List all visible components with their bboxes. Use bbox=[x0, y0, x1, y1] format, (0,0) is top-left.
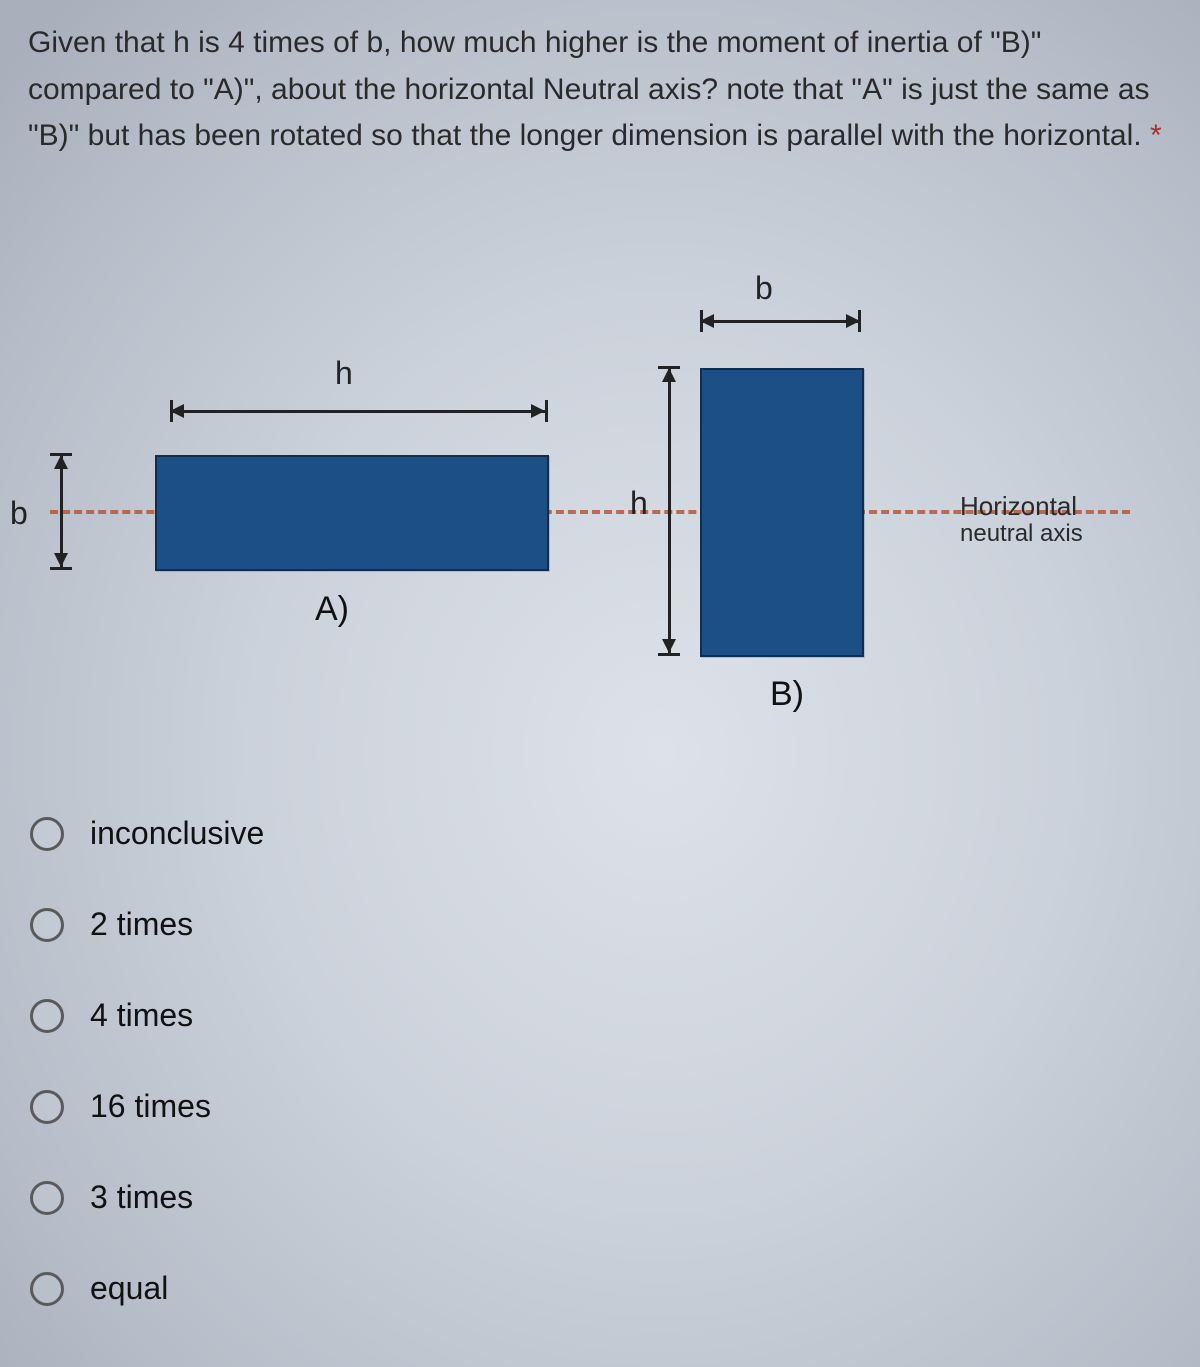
radio-icon bbox=[30, 1090, 64, 1124]
option-0[interactable]: inconclusive bbox=[30, 815, 264, 852]
neutral-axis-label-line2: neutral axis bbox=[960, 521, 1083, 547]
radio-icon bbox=[30, 1181, 64, 1215]
option-label: equal bbox=[90, 1270, 168, 1307]
question-body: Given that h is 4 times of b, how much h… bbox=[28, 26, 1150, 152]
dim-b-width-arrow-right bbox=[846, 314, 860, 328]
dim-b-width-line bbox=[700, 320, 860, 323]
radio-icon bbox=[30, 908, 64, 942]
options-list: inconclusive 2 times 4 times 16 times 3 … bbox=[30, 815, 264, 1361]
radio-icon bbox=[30, 999, 64, 1033]
option-label: 3 times bbox=[90, 1179, 193, 1216]
dim-b-width-label: b bbox=[755, 270, 773, 307]
option-3[interactable]: 16 times bbox=[30, 1088, 264, 1125]
dim-a-width-arrow-left bbox=[170, 404, 184, 418]
dim-b-height-line bbox=[668, 368, 671, 653]
dim-a-height-line bbox=[60, 455, 63, 567]
required-asterisk: * bbox=[1150, 119, 1162, 152]
neutral-axis-label-line1: Horizontal bbox=[960, 491, 1077, 521]
neutral-axis-label: Horizontal neutral axis bbox=[960, 492, 1083, 547]
dim-b-height-arrow-down bbox=[662, 639, 676, 653]
label-a: A) bbox=[315, 590, 349, 629]
option-2[interactable]: 4 times bbox=[30, 997, 264, 1034]
option-4[interactable]: 3 times bbox=[30, 1179, 264, 1216]
option-5[interactable]: equal bbox=[30, 1270, 264, 1307]
figure-diagram: Horizontal neutral axis A) h b B) b h bbox=[0, 250, 1200, 770]
dim-b-height-label: h bbox=[630, 485, 648, 522]
dim-a-width-arrow-right bbox=[531, 404, 545, 418]
dim-b-height-tick-bottom bbox=[658, 653, 680, 656]
dim-a-width-line bbox=[170, 410, 545, 413]
dim-a-height-tick-bottom bbox=[50, 567, 72, 570]
dim-a-width-label: h bbox=[335, 355, 353, 392]
option-1[interactable]: 2 times bbox=[30, 906, 264, 943]
dim-a-height-arrow-down bbox=[54, 553, 68, 567]
option-label: inconclusive bbox=[90, 815, 264, 852]
radio-icon bbox=[30, 1272, 64, 1306]
dim-b-height-arrow-up bbox=[662, 368, 676, 382]
rectangle-b bbox=[700, 368, 864, 657]
option-label: 4 times bbox=[90, 997, 193, 1034]
option-label: 2 times bbox=[90, 906, 193, 943]
rectangle-a bbox=[155, 455, 549, 571]
radio-icon bbox=[30, 817, 64, 851]
dim-a-height-label: b bbox=[10, 495, 28, 532]
dim-a-width-tick-right bbox=[545, 400, 548, 422]
question-text: Given that h is 4 times of b, how much h… bbox=[28, 20, 1172, 160]
dim-b-width-arrow-left bbox=[700, 314, 714, 328]
label-b: B) bbox=[770, 675, 804, 714]
dim-a-height-arrow-up bbox=[54, 455, 68, 469]
option-label: 16 times bbox=[90, 1088, 211, 1125]
